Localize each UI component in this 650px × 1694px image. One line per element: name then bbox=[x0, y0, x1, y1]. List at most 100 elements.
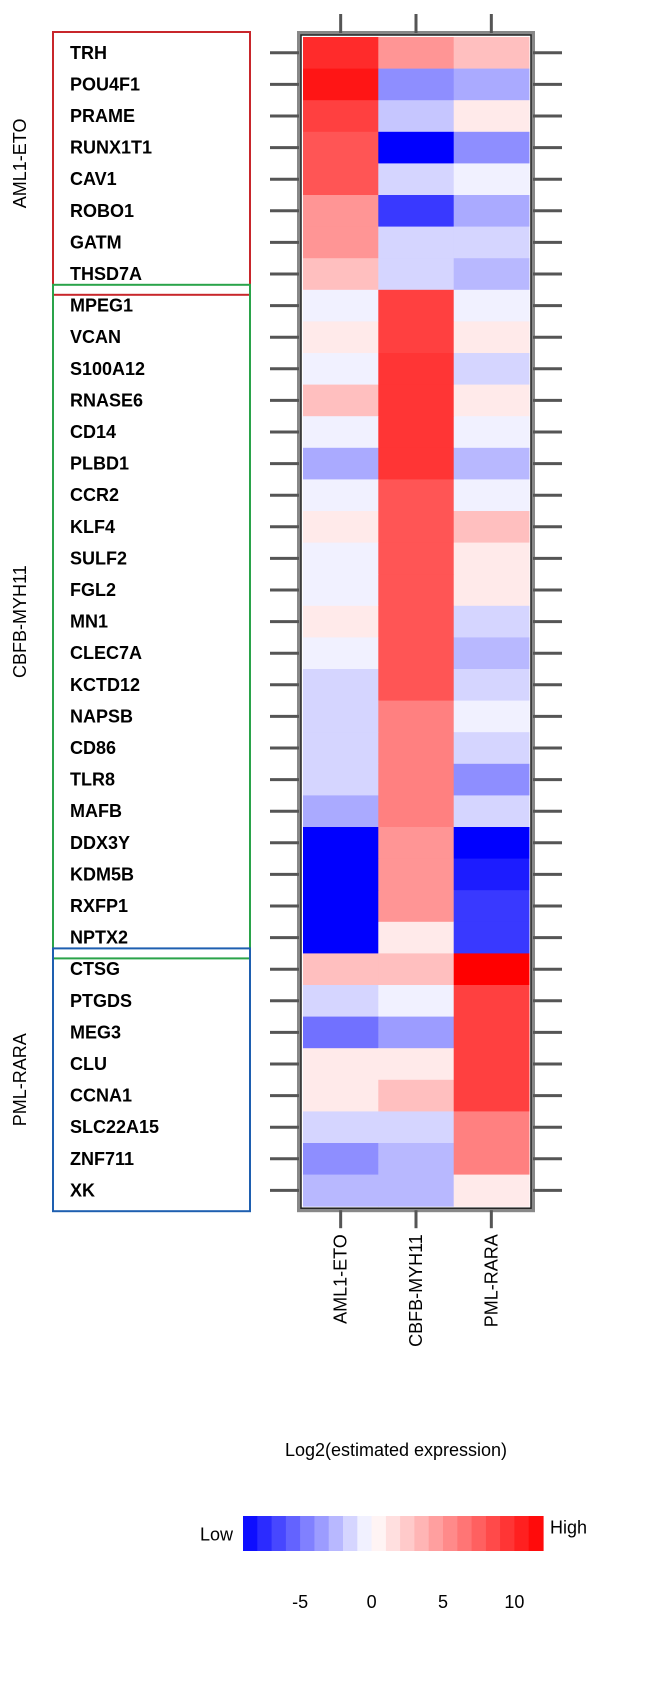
heatmap-cell bbox=[303, 605, 379, 638]
heatmap-cell bbox=[378, 131, 455, 164]
heatmap-cell bbox=[303, 921, 379, 954]
legend-swatch bbox=[471, 1516, 487, 1551]
heatmap-cell bbox=[303, 416, 379, 449]
legend-swatch bbox=[514, 1516, 530, 1551]
group-box bbox=[52, 31, 251, 296]
legend-high-label: High bbox=[550, 1518, 587, 1538]
plot-frame bbox=[300, 34, 532, 1209]
heatmap-cell bbox=[303, 289, 379, 322]
gene-label: FGL2 bbox=[70, 580, 116, 600]
gene-label: CTSG bbox=[70, 959, 120, 979]
heatmap-cell bbox=[378, 1048, 455, 1081]
legend-swatch bbox=[300, 1516, 315, 1551]
heatmap-cell bbox=[453, 195, 530, 228]
heatmap-cell bbox=[453, 637, 530, 670]
gene-label: KCTD12 bbox=[70, 675, 140, 695]
heatmap-cell bbox=[303, 131, 379, 164]
heatmap-cell bbox=[378, 37, 455, 70]
heatmap-cell bbox=[378, 669, 455, 702]
heatmap-cell bbox=[378, 953, 455, 986]
heatmap-cell bbox=[378, 921, 455, 954]
heatmap-cell bbox=[303, 574, 379, 607]
legend-swatch bbox=[257, 1516, 273, 1551]
heatmap-cell bbox=[453, 1016, 530, 1049]
group-label: PML-RARA bbox=[10, 1033, 30, 1126]
gene-label: KLF4 bbox=[70, 517, 115, 537]
heatmap-cell bbox=[378, 795, 455, 828]
gene-label: CLEC7A bbox=[70, 643, 142, 663]
heatmap-cell bbox=[303, 100, 379, 133]
heatmap-cell bbox=[453, 858, 530, 891]
gene-label: SLC22A15 bbox=[70, 1117, 159, 1137]
heatmap-cell bbox=[453, 605, 530, 638]
gene-label: DDX3Y bbox=[70, 833, 130, 853]
heatmap-cell bbox=[303, 953, 379, 986]
group-box bbox=[52, 283, 251, 960]
heatmap-cell bbox=[453, 1174, 530, 1207]
heatmap-cell bbox=[378, 195, 455, 228]
legend-swatch bbox=[443, 1516, 458, 1551]
heatmap-cell bbox=[378, 163, 455, 196]
heatmap-cell bbox=[303, 700, 379, 733]
heatmap-cell bbox=[453, 68, 530, 101]
heatmap-cell bbox=[303, 37, 379, 70]
legend-swatch bbox=[457, 1516, 473, 1551]
heatmap-cell bbox=[378, 416, 455, 449]
legend-tick-label: 0 bbox=[367, 1592, 377, 1612]
gene-label: GATM bbox=[70, 232, 122, 252]
column-label: PML-RARA bbox=[481, 1234, 501, 1327]
legend-swatch bbox=[314, 1516, 330, 1551]
heatmap-cell bbox=[453, 827, 530, 860]
gene-label: KDM5B bbox=[70, 864, 134, 884]
gene-label: NPTX2 bbox=[70, 928, 128, 948]
heatmap-cell bbox=[453, 1048, 530, 1081]
heatmap-cell bbox=[453, 921, 530, 954]
legend-low-label: Low bbox=[200, 1525, 234, 1545]
gene-label: RNASE6 bbox=[70, 390, 143, 410]
gene-label: MPEG1 bbox=[70, 296, 133, 316]
legend-swatch bbox=[528, 1516, 544, 1551]
legend-swatch bbox=[485, 1516, 501, 1551]
heatmap-cell bbox=[378, 447, 455, 480]
heatmap-cell bbox=[303, 669, 379, 702]
gene-label: CCR2 bbox=[70, 485, 119, 505]
legend-swatch bbox=[500, 1516, 515, 1551]
heatmap-cell bbox=[453, 953, 530, 986]
heatmap-cell bbox=[378, 289, 455, 322]
gene-label: VCAN bbox=[70, 327, 121, 347]
heatmap-cell bbox=[453, 890, 530, 923]
gene-label: CD86 bbox=[70, 738, 116, 758]
heatmap-cell bbox=[378, 605, 455, 638]
gene-label: ZNF711 bbox=[70, 1149, 134, 1169]
heatmap-cell bbox=[453, 795, 530, 828]
heatmap-cell bbox=[378, 700, 455, 733]
heatmap-cell bbox=[303, 1048, 379, 1081]
heatmap-cell bbox=[378, 763, 455, 796]
heatmap-cell bbox=[303, 1174, 379, 1207]
heatmap-cell bbox=[453, 100, 530, 133]
group-label: AML1-ETO bbox=[10, 119, 30, 209]
heatmap-cell bbox=[453, 763, 530, 796]
heatmap-cell bbox=[453, 542, 530, 575]
heatmap-cell bbox=[378, 321, 455, 354]
heatmap-cell bbox=[303, 353, 379, 386]
heatmap-cell bbox=[378, 68, 455, 101]
heatmap-cell bbox=[378, 511, 455, 544]
legend-tick-label: 5 bbox=[438, 1592, 448, 1612]
heatmap-cell bbox=[378, 732, 455, 765]
gene-label: MEG3 bbox=[70, 1022, 121, 1042]
heatmap-cell bbox=[453, 574, 530, 607]
gene-label: RUNX1T1 bbox=[70, 138, 152, 158]
gene-label: CCNA1 bbox=[70, 1086, 132, 1106]
heatmap-cell bbox=[303, 195, 379, 228]
heatmap-cell bbox=[303, 163, 379, 196]
heatmap-cell bbox=[453, 1143, 530, 1176]
heatmap-cell bbox=[453, 37, 530, 70]
heatmap-cell bbox=[303, 479, 379, 512]
heatmap-cell bbox=[303, 763, 379, 796]
legend-swatch bbox=[371, 1516, 387, 1551]
heatmap-cell bbox=[303, 1111, 379, 1144]
heatmap-cell bbox=[378, 985, 455, 1018]
heatmap-cell bbox=[453, 447, 530, 480]
